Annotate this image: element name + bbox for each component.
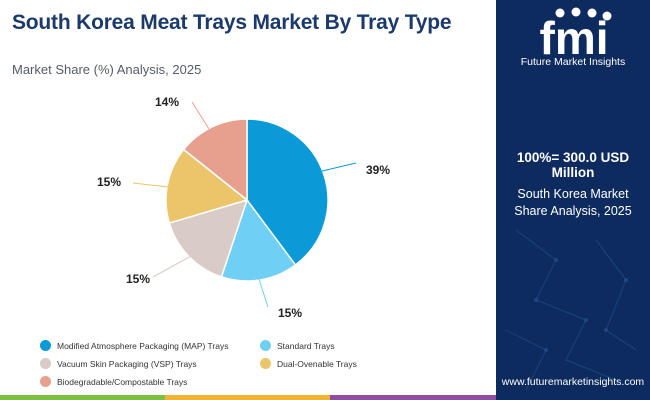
pie-slice — [168, 198, 249, 278]
chart-subtitle: Market Share (%) Analysis, 2025 — [12, 62, 202, 77]
data-label: 39% — [366, 163, 390, 177]
leader-line — [191, 101, 210, 130]
bar-segment — [165, 395, 330, 400]
legend-label: Modified Atmosphere Packaging (MAP) Tray… — [57, 340, 229, 351]
bar-segment — [330, 395, 496, 400]
legend-swatch — [260, 358, 271, 369]
chart-title: South Korea Meat Trays Market By Tray Ty… — [12, 11, 452, 34]
leader-line — [317, 162, 357, 173]
legend-item: Vacuum Skin Packaging (VSP) Trays — [40, 358, 197, 369]
data-label: 15% — [97, 175, 121, 189]
leader-line — [132, 182, 169, 188]
pie-slice — [182, 118, 248, 202]
pie-slice — [246, 118, 329, 266]
legend-label: Dual-Ovenable Trays — [277, 358, 357, 369]
legend-item: Modified Atmosphere Packaging (MAP) Tray… — [40, 340, 229, 351]
website-link[interactable]: www.futuremarketinsights.com — [501, 376, 645, 388]
pie-chart: 39% 15% 15% 15% 14% — [97, 95, 390, 320]
legend-label: Standard Trays — [277, 340, 335, 351]
pie-slice — [165, 148, 249, 224]
legend-item: Standard Trays — [260, 340, 335, 351]
sidebar-panel: fmi Future Market Insights 100%= 300.0 U… — [496, 0, 650, 400]
bar-segment — [0, 395, 165, 400]
legend-swatch — [260, 340, 271, 351]
bottom-color-bar — [0, 395, 496, 400]
leader-line — [257, 275, 269, 308]
legend-label: Vacuum Skin Packaging (VSP) Trays — [57, 358, 197, 369]
legend-swatch — [40, 340, 51, 351]
fmi-logo: fmi — [540, 7, 612, 64]
data-label: 15% — [126, 272, 150, 286]
legend-swatch — [40, 358, 51, 369]
brand-name: Future Market Insights — [520, 56, 626, 68]
fmi-logo-mark: fmi — [540, 12, 609, 64]
legend-item: Dual-Ovenable Trays — [260, 358, 357, 369]
data-label: 15% — [278, 306, 302, 320]
decorative-network-pattern — [505, 229, 637, 391]
pie-slice — [220, 198, 297, 282]
legend-item: Biodegradable/Compostable Trays — [40, 376, 187, 387]
legend-swatch — [40, 376, 51, 387]
market-description: South Korea Market Share Analysis, 2025 — [514, 187, 632, 218]
market-total: 100%= 300.0 USD Million — [516, 150, 630, 180]
legend-label: Biodegradable/Compostable Trays — [57, 376, 188, 387]
data-label: 14% — [155, 95, 179, 109]
leader-line — [152, 254, 194, 278]
